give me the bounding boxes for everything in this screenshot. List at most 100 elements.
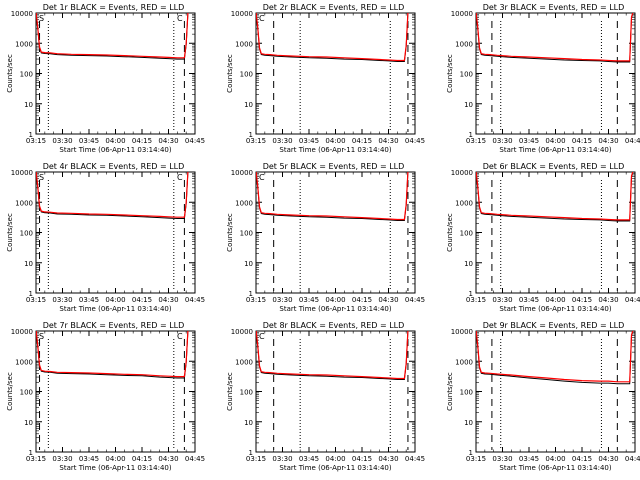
- x-axis-label: Start Time (06-Apr-11 03:14:40): [59, 146, 171, 154]
- events-series-line: [36, 331, 189, 379]
- y-tick-label: 10: [464, 260, 473, 268]
- plot-frame: [475, 171, 636, 294]
- x-axis-label: Start Time (06-Apr-11 03:14:40): [499, 146, 611, 154]
- x-axis-label: Start Time (06-Apr-11 03:14:40): [499, 305, 611, 313]
- x-tick-label: 04:30: [598, 296, 618, 304]
- events-series-line: [476, 331, 634, 385]
- y-tick-label: 1000: [235, 199, 253, 207]
- y-axis-label: Counts/sec: [226, 213, 234, 252]
- y-tick-label: 1000: [235, 40, 253, 48]
- x-axis-label: Start Time (06-Apr-11 03:14:40): [279, 464, 391, 472]
- x-tick-label: 03:30: [272, 296, 292, 304]
- y-tick-label: 1: [469, 290, 473, 298]
- events-series-line: [256, 13, 409, 62]
- y-tick-label: 10000: [451, 328, 473, 336]
- y-axis-label: Counts/sec: [446, 54, 454, 93]
- x-tick-label: 03:15: [246, 455, 266, 463]
- x-tick-label: 03:30: [272, 455, 292, 463]
- x-tick-label: 04:00: [545, 455, 565, 463]
- lld-series-line: [476, 331, 634, 383]
- x-axis-label: Start Time (06-Apr-11 03:14:40): [279, 146, 391, 154]
- x-tick-label: 03:15: [246, 137, 266, 145]
- x-tick-label: 03:30: [492, 137, 512, 145]
- y-axis-label: Counts/sec: [446, 372, 454, 411]
- y-axis-label: Counts/sec: [226, 372, 234, 411]
- y-tick-label: 10000: [231, 10, 253, 18]
- corner-mark: S: [39, 14, 44, 23]
- x-tick-label: 03:45: [79, 137, 99, 145]
- y-tick-label: 1: [249, 131, 253, 139]
- y-tick-label: 10: [24, 101, 33, 109]
- y-tick-label: 10000: [11, 169, 33, 177]
- y-tick-label: 1: [469, 449, 473, 457]
- y-tick-label: 100: [240, 389, 253, 397]
- events-series-line: [476, 172, 634, 222]
- x-tick-label: 04:30: [158, 455, 178, 463]
- x-tick-label: 04:00: [545, 296, 565, 304]
- events-series-line: [476, 13, 634, 63]
- panel-title: Det 1r BLACK = Events, RED = LLD: [43, 3, 185, 12]
- plot-frame: [255, 12, 416, 135]
- lld-series-line: [476, 13, 634, 62]
- x-tick-label: 03:15: [466, 296, 486, 304]
- x-tick-label: 03:30: [492, 455, 512, 463]
- x-tick-label: 03:45: [299, 296, 319, 304]
- x-tick-label: 04:45: [405, 137, 425, 145]
- y-axis-label: Counts/sec: [6, 54, 14, 93]
- y-axis-label: Counts/sec: [6, 372, 14, 411]
- panel-title: Det 2r BLACK = Events, RED = LLD: [263, 3, 405, 12]
- x-tick-label: 03:45: [519, 296, 539, 304]
- x-tick-label: 04:00: [325, 455, 345, 463]
- x-tick-label: 04:15: [132, 296, 152, 304]
- y-tick-label: 10: [24, 419, 33, 427]
- panel-title: Det 3r BLACK = Events, RED = LLD: [483, 3, 625, 12]
- plot-frame: [255, 171, 416, 294]
- x-tick-label: 03:45: [519, 455, 539, 463]
- y-tick-label: 1: [29, 290, 33, 298]
- y-tick-label: 100: [460, 230, 473, 238]
- y-tick-label: 100: [20, 230, 33, 238]
- lld-series-line: [256, 13, 409, 62]
- y-tick-label: 10: [464, 101, 473, 109]
- x-tick-label: 03:45: [79, 455, 99, 463]
- events-series-line: [256, 331, 409, 380]
- x-tick-label: 04:45: [625, 296, 640, 304]
- x-tick-label: 03:15: [26, 455, 46, 463]
- y-tick-label: 10: [244, 260, 253, 268]
- panel-title: Det 9r BLACK = Events, RED = LLD: [483, 321, 625, 330]
- x-tick-label: 03:15: [26, 296, 46, 304]
- panel-det-5: Det 5r BLACK = Events, RED = LLD 1 10 100 10…: [226, 162, 425, 313]
- y-tick-label: 10000: [231, 328, 253, 336]
- lld-series-line: [36, 13, 189, 59]
- x-tick-label: 04:00: [325, 296, 345, 304]
- panel-det-3: Det 3r BLACK = Events, RED = LLD 1 10 100 10…: [446, 3, 640, 154]
- x-tick-label: 04:30: [378, 296, 398, 304]
- corner-mark: C: [259, 14, 265, 23]
- lld-series-line: [476, 172, 634, 221]
- x-tick-label: 04:30: [598, 455, 618, 463]
- x-axis-label: Start Time (06-Apr-11 03:14:40): [59, 305, 171, 313]
- corner-mark: C: [177, 173, 183, 182]
- y-tick-label: 10: [24, 260, 33, 268]
- panel-det-1: Det 1r BLACK = Events, RED = LLD 1 10 100 10…: [6, 3, 205, 154]
- x-tick-label: 04:00: [105, 296, 125, 304]
- x-tick-label: 04:45: [405, 296, 425, 304]
- y-tick-label: 1000: [15, 358, 33, 366]
- x-tick-label: 03:15: [466, 137, 486, 145]
- x-tick-label: 04:00: [105, 137, 125, 145]
- panel-title: Det 4r BLACK = Events, RED = LLD: [43, 162, 185, 171]
- plot-frame: [35, 330, 196, 453]
- plot-frame: [475, 330, 636, 453]
- corner-mark: S: [39, 332, 44, 341]
- x-tick-label: 04:00: [325, 137, 345, 145]
- x-tick-label: 03:30: [52, 137, 72, 145]
- y-tick-label: 100: [240, 71, 253, 79]
- lld-series-line: [36, 331, 189, 378]
- y-tick-label: 100: [460, 71, 473, 79]
- x-tick-label: 04:30: [158, 137, 178, 145]
- y-tick-label: 1000: [455, 358, 473, 366]
- corner-mark: C: [259, 173, 265, 182]
- y-tick-label: 10: [464, 419, 473, 427]
- x-tick-label: 04:30: [378, 137, 398, 145]
